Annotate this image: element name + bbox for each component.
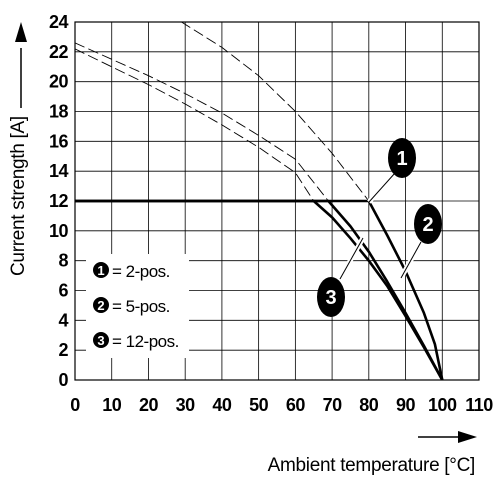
callout-1-label: 1 — [396, 148, 407, 170]
x-tick-label: 70 — [323, 395, 343, 415]
dashed-curve-3 — [75, 48, 315, 202]
legend-entry-2-label: = 5-pos. — [112, 297, 170, 316]
callout-1-icon — [388, 138, 416, 178]
x-tick-label: 20 — [139, 395, 159, 415]
y-tick-label: 24 — [49, 12, 69, 32]
x-tick-label: 100 — [428, 395, 457, 415]
legend-badge-3-label: 3 — [97, 333, 104, 348]
y-tick-label: 6 — [58, 281, 68, 301]
dashed-curve-2 — [75, 42, 329, 202]
x-axis-title: Ambient temperature [°C] — [268, 455, 475, 476]
x-tick-label: 40 — [212, 395, 232, 415]
callout-2-icon — [414, 204, 442, 244]
x-axis-title-group: Ambient temperature [°C] — [268, 431, 477, 476]
callout-3: 3 — [317, 236, 366, 317]
legend-badge-1-icon — [93, 262, 109, 278]
legend-badge-3-icon — [93, 332, 109, 348]
legend: 1 = 2-pos. 2 = 5-pos. 3 = 12-pos. — [86, 254, 189, 358]
legend-entry-3-label: = 12-pos. — [112, 332, 179, 351]
legend-entry-1: 1 = 2-pos. — [93, 262, 170, 281]
x-tick-label: 30 — [176, 395, 196, 415]
callout-1: 1 — [367, 138, 416, 204]
y-axis-title: Current strength [A] — [8, 116, 29, 276]
x-tick-label: 110 — [465, 395, 493, 415]
x-tick-label: 10 — [102, 395, 122, 415]
x-tick-label: 90 — [396, 395, 416, 415]
legend-badge-1-label: 1 — [97, 263, 104, 278]
y-tick-label: 4 — [58, 310, 68, 330]
legend-entry-2: 2 = 5-pos. — [93, 297, 170, 316]
x-tick-label: 60 — [286, 395, 306, 415]
y-tick-label: 2 — [58, 340, 68, 360]
legend-badge-2-icon — [93, 297, 109, 313]
y-tick-label: 22 — [49, 42, 69, 62]
y-axis-arrow-icon — [15, 22, 27, 42]
x-tick-label: 0 — [70, 395, 80, 415]
callout-2: 2 — [398, 204, 442, 280]
callout-3-icon — [317, 277, 345, 317]
y-tick-label: 8 — [58, 251, 68, 271]
y-tick-label: 16 — [49, 131, 69, 151]
y-tick-label: 0 — [58, 370, 68, 390]
y-tick-label: 14 — [49, 161, 69, 181]
y-tick-label: 10 — [49, 221, 69, 241]
y-axis-title-group: Current strength [A] — [8, 22, 29, 276]
x-tick-label: 80 — [359, 395, 379, 415]
dashed-curve-1 — [181, 22, 370, 202]
x-axis-arrow-icon — [458, 431, 477, 443]
callout-3-leader — [339, 237, 364, 280]
x-tick-labels: 0 10 20 30 40 50 60 70 80 90 100 110 — [70, 395, 494, 415]
callout-2-label: 2 — [422, 214, 433, 236]
callout-3-label: 3 — [325, 287, 336, 309]
plot-frame — [74, 21, 480, 381]
y-tick-label: 12 — [49, 191, 69, 211]
legend-entry-1-label: = 2-pos. — [112, 262, 170, 281]
callout-1-leader — [368, 172, 396, 203]
y-tick-label: 20 — [49, 72, 69, 92]
series-line-3 — [75, 199, 444, 380]
x-tick-label: 50 — [249, 395, 269, 415]
legend-entry-3: 3 = 12-pos. — [93, 332, 179, 351]
y-tick-label: 18 — [49, 102, 69, 122]
legend-badge-2-label: 2 — [97, 298, 104, 313]
callout-2-leader — [400, 241, 422, 279]
